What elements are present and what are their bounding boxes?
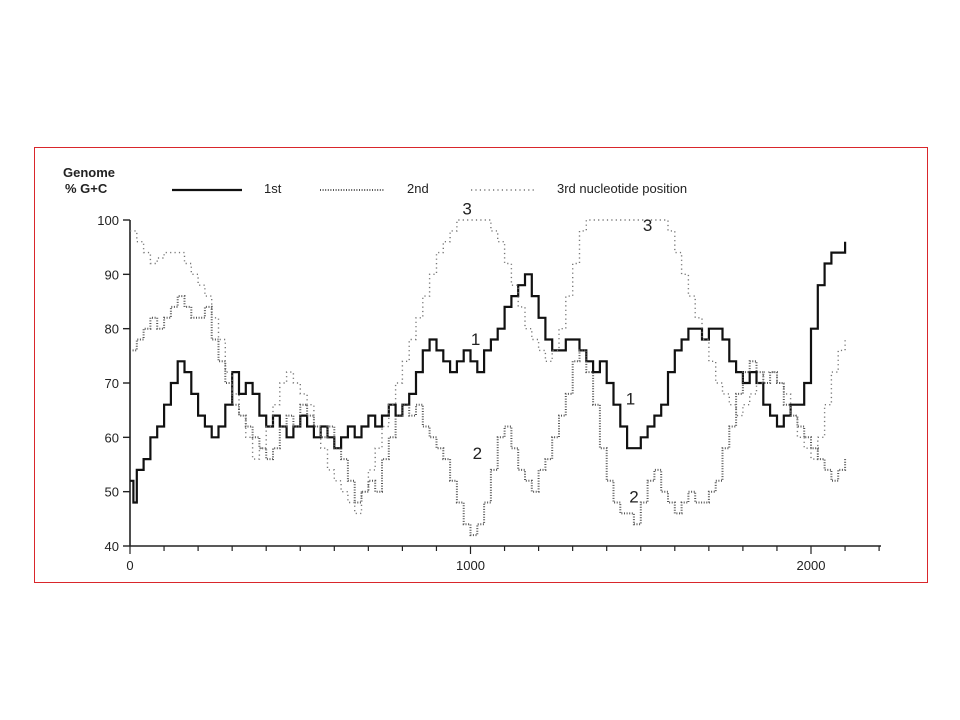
series-line-3 — [130, 219, 846, 515]
series-line-2 — [130, 295, 847, 537]
y-tick-label-100: 100 — [97, 213, 119, 228]
curve-label-3-0: 3 — [462, 200, 471, 219]
legend-label-2nd: 2nd — [407, 181, 429, 196]
axes — [129, 220, 881, 547]
curve-label-1-2: 1 — [471, 330, 480, 349]
y-tick-label-40: 40 — [105, 539, 119, 554]
series-line-1 — [130, 241, 847, 504]
y-tick-label-50: 50 — [105, 485, 119, 500]
legend: 1st 2nd 3rd nucleotide position — [172, 181, 687, 196]
y-axis-label-line1: Genome — [63, 165, 115, 180]
legend-label-3rd: 3rd nucleotide position — [557, 181, 687, 196]
series-layer — [130, 219, 847, 537]
y-tick-label-70: 70 — [105, 376, 119, 391]
x-tick-label-2000: 2000 — [797, 558, 826, 573]
y-tick-label-60: 60 — [105, 430, 119, 445]
x-tick-label-1000: 1000 — [456, 558, 485, 573]
legend-label-1st: 1st — [264, 181, 282, 196]
curve-label-1-3: 1 — [626, 390, 635, 409]
chart-frame: .s-solid { stroke-width: 2.2; fill: none… — [34, 147, 928, 583]
y-tick-label-80: 80 — [105, 322, 119, 337]
curve-label-2-4: 2 — [473, 444, 482, 463]
y-axis-label-line2: % G+C — [65, 181, 108, 196]
curve-label-3-1: 3 — [643, 216, 652, 235]
curve-annotations: 3 3 1 1 2 2 — [462, 200, 652, 507]
curve-label-2-5: 2 — [629, 488, 638, 507]
y-tick-label-90: 90 — [105, 267, 119, 282]
x-tick-label-0: 0 — [126, 558, 133, 573]
gc-content-chart: .s-solid { stroke-width: 2.2; fill: none… — [63, 165, 881, 573]
